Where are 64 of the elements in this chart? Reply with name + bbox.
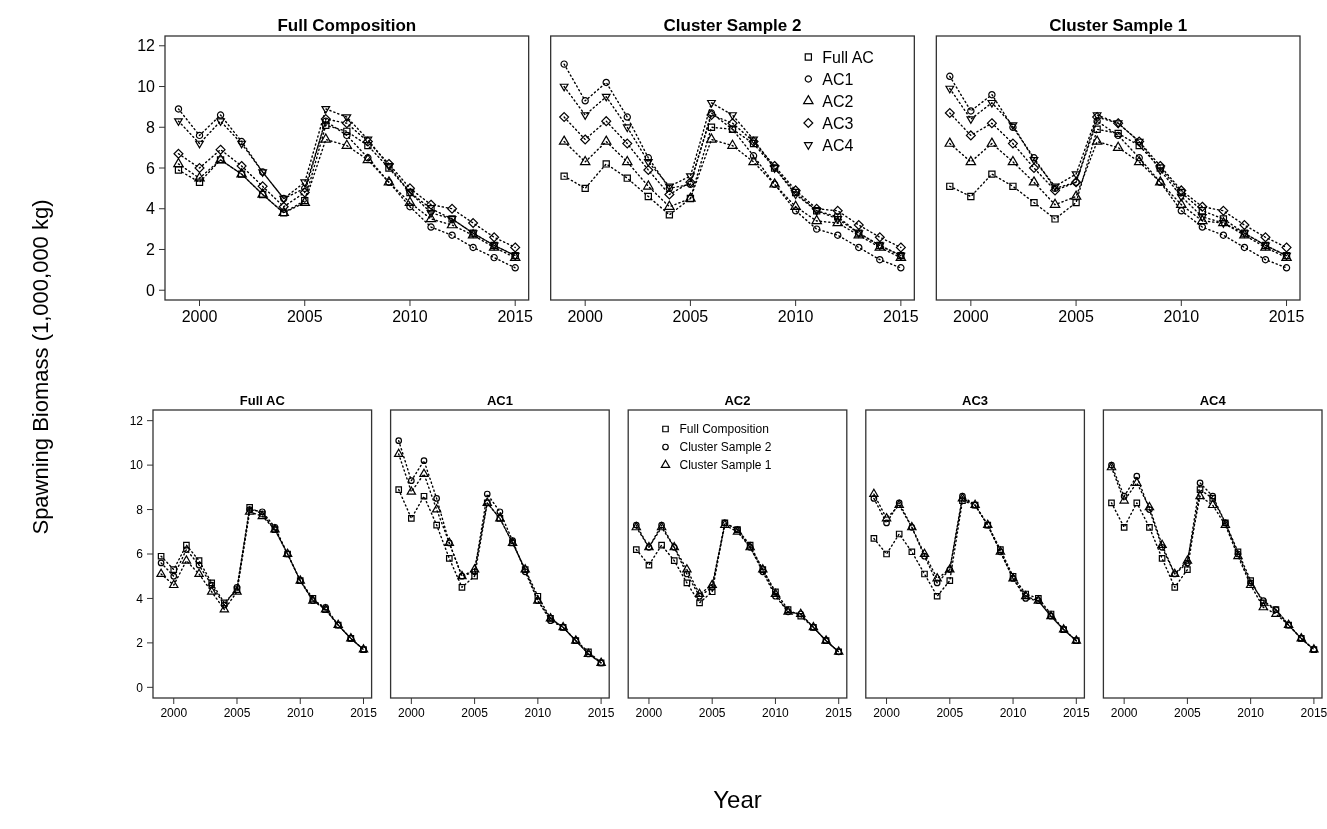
x-tick-label: 2000 [181,307,218,325]
y-tick-label: 6 [136,547,144,562]
x-tick-label: 2015 [1268,307,1305,325]
y-tick-label: 6 [146,159,156,177]
x-tick-label: 2010 [762,705,790,720]
y-tick-label: 12 [129,413,144,428]
chart-title: AC1 [486,393,513,408]
x-tick-label: 2000 [567,307,604,325]
x-tick-label: 2015 [1300,705,1327,720]
x-tick-label: 2010 [777,307,814,325]
x-tick-label: 2015 [497,307,534,325]
x-tick-label: 2015 [587,705,615,720]
x-tick-label: 2015 [350,705,378,720]
y-tick-label: 8 [136,502,144,517]
x-tick-label: 2010 [392,307,428,325]
x-tick-label: 2015 [1062,705,1090,720]
x-tick-label: 2000 [1110,705,1138,720]
x-tick-label: 2000 [635,705,663,720]
x-axis-title: Year [713,786,762,813]
x-tick-label: 2005 [461,705,489,720]
y-tick-label: 12 [137,37,156,55]
x-tick-label: 2005 [1174,705,1202,720]
chart-title: AC2 [724,393,751,408]
chart-title: Cluster Sample 2 [663,16,802,35]
legend-label: AC1 [822,70,854,88]
y-tick-label: 0 [146,281,156,299]
legend-label: AC3 [822,114,854,132]
y-tick-label: 4 [146,200,156,218]
y-tick-label: 0 [136,680,144,695]
legend-label: Full AC [822,48,874,66]
x-tick-label: 2005 [936,705,964,720]
x-tick-label: 2010 [1237,705,1265,720]
x-tick-label: 2015 [825,705,853,720]
x-tick-label: 2005 [672,307,709,325]
y-tick-label: 4 [136,591,144,606]
y-tick-label: 8 [146,118,156,136]
y-tick-label: 2 [136,636,144,651]
x-tick-label: 2000 [160,705,188,720]
x-tick-label: 2010 [999,705,1027,720]
chart-title: Full AC [239,393,286,408]
chart-title: Full Composition [277,16,417,35]
legend-label: Full Composition [679,422,769,437]
chart-title: AC3 [962,393,989,408]
x-tick-label: 2005 [1058,307,1094,325]
x-tick-label: 2015 [883,307,919,325]
legend-label: AC2 [822,92,854,110]
x-tick-label: 2000 [873,705,901,720]
y-tick-label: 10 [129,458,144,473]
legend-label: Cluster Sample 1 [679,458,772,473]
x-tick-label: 2005 [698,705,726,720]
chart-title: AC4 [1199,393,1227,408]
x-tick-label: 2005 [223,705,251,720]
y-tick-label: 10 [137,78,156,96]
legend-label: AC4 [822,136,854,154]
x-tick-label: 2010 [524,705,552,720]
legend-label: Cluster Sample 2 [679,440,772,455]
x-tick-label: 2000 [398,705,426,720]
x-tick-label: 2010 [286,705,314,720]
y-axis-title: Spawning Biomass (1,000,000 kg) [28,199,53,535]
x-tick-label: 2005 [286,307,323,325]
chart-title: Cluster Sample 1 [1049,16,1188,35]
x-tick-label: 2010 [1163,307,1200,325]
y-tick-label: 2 [146,241,156,259]
x-tick-label: 2000 [953,307,989,325]
